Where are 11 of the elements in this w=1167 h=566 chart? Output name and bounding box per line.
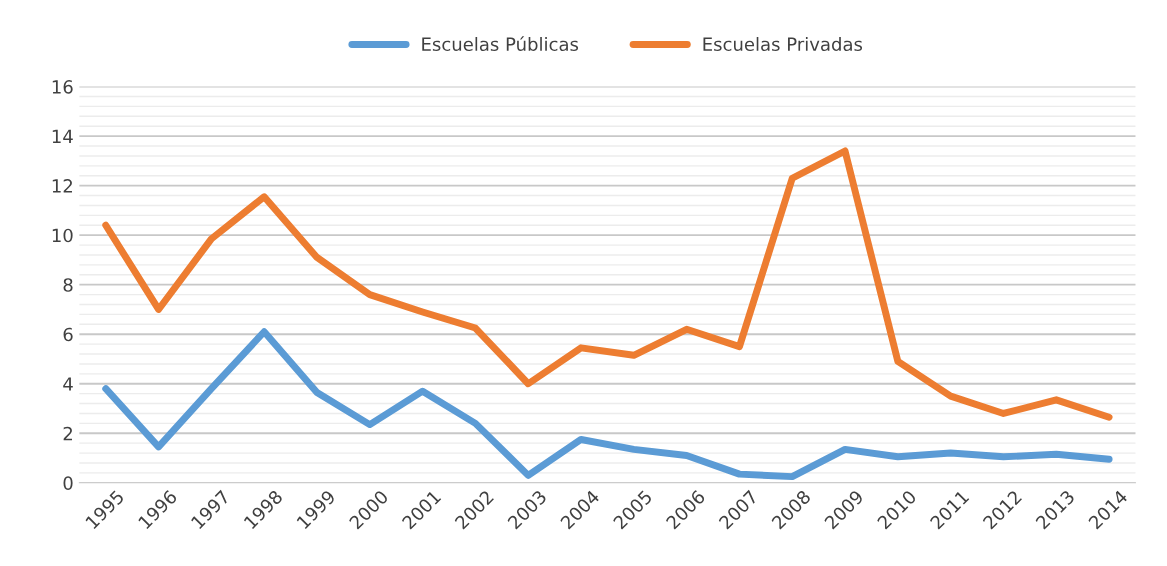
y-tick-label: 16 <box>52 80 73 94</box>
y-tick-label: 8 <box>63 278 73 292</box>
y-tick-label: 0 <box>63 476 73 490</box>
y-tick-label: 10 <box>52 228 73 243</box>
legend-label: Escuelas Públicas <box>422 36 579 51</box>
y-tick-label: 2 <box>63 426 72 441</box>
y-tick-label: 12 <box>52 179 72 193</box>
y-tick-label: 6 <box>63 327 73 342</box>
y-tick-label: 4 <box>63 377 73 391</box>
legend-label: Escuelas Privadas <box>703 37 863 51</box>
y-tick-label: 14 <box>52 129 73 143</box>
